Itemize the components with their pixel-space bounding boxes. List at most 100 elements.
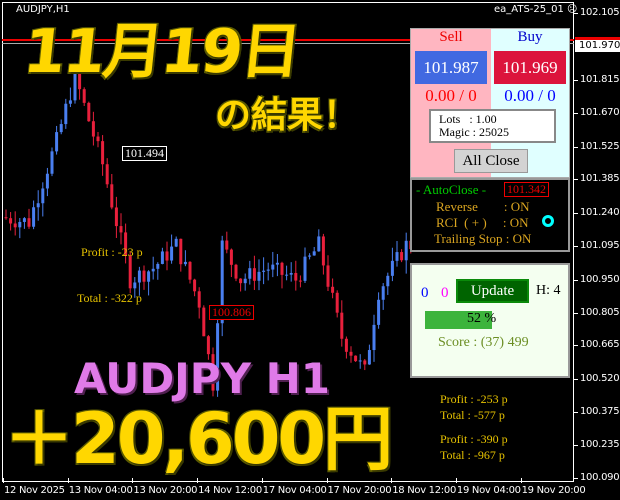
time-tick-label: 19 Nov 04:00 <box>456 485 521 496</box>
candle-body <box>285 274 289 276</box>
candle-body <box>248 268 252 279</box>
candle-body <box>225 240 229 250</box>
candle-body <box>358 360 362 362</box>
candle-body <box>27 218 31 227</box>
time-tick-label: 12 Nov 2025 <box>4 485 65 496</box>
time-tick-label: 13 Nov 20:00 <box>133 485 198 496</box>
candle-body <box>59 124 63 133</box>
candle-body <box>395 252 399 261</box>
candle-body <box>96 136 100 142</box>
candle-body <box>206 336 210 355</box>
buy-label: Buy <box>517 29 543 45</box>
buy-button[interactable]: 101.969 <box>494 51 566 84</box>
candle-body <box>160 251 164 264</box>
all-close-button[interactable]: All Close <box>454 149 528 173</box>
price-tick <box>574 412 578 414</box>
price-tick-label: 100.235 <box>580 438 620 450</box>
candle-body <box>36 203 40 208</box>
candle-body <box>50 151 54 174</box>
candle-body <box>9 218 13 224</box>
candle-body <box>303 256 307 281</box>
candle-body <box>170 246 174 261</box>
candle-body <box>372 324 376 351</box>
candle-body <box>124 232 128 256</box>
candle-body <box>87 102 91 122</box>
price-tick-label: 101.240 <box>580 206 620 218</box>
time-tick <box>326 478 328 483</box>
candle-body <box>174 238 178 247</box>
ea-name-text: ea_ATS-25_01 <box>494 4 564 15</box>
candle-body <box>326 265 330 287</box>
sell-button[interactable]: 101.987 <box>415 51 487 84</box>
price-tick <box>574 212 578 214</box>
candle-body <box>363 360 367 365</box>
time-tick <box>67 478 69 483</box>
ask-line <box>2 39 574 41</box>
price-tick <box>574 378 578 380</box>
trade-panel: Sell Buy 101.987 101.969 0.00 / 0 0.00 /… <box>410 28 570 178</box>
candle-body <box>298 280 302 282</box>
candle-body <box>197 291 201 308</box>
ea-name: ea_ATS-25_01 ☹ <box>494 4 577 15</box>
price-tick-label: 100.950 <box>580 273 620 285</box>
time-tick <box>455 478 457 483</box>
candle-body <box>73 69 77 101</box>
candle-body <box>377 299 381 325</box>
profit-label-3: Profit : -390 p <box>440 432 508 446</box>
time-tick-label: 14 Nov 12:00 <box>198 485 262 496</box>
price-tick <box>574 345 578 347</box>
candle-body <box>202 307 206 337</box>
candle-body <box>41 188 45 204</box>
candle-body <box>45 173 49 189</box>
candle-body <box>252 268 256 281</box>
update-button[interactable]: Update <box>456 279 529 303</box>
time-tick <box>197 478 199 483</box>
total-label-2: Total : -577 p <box>440 408 505 422</box>
pair-title: AUDJPY H1 <box>74 354 330 403</box>
candle-body <box>386 275 390 287</box>
cyan-circle-icon <box>542 215 554 227</box>
price-tick-label: 100.090 <box>580 472 620 483</box>
sad-face-icon: ☹ <box>567 4 578 15</box>
candle-body <box>133 282 137 289</box>
time-tick-label: 18 Nov 12:00 <box>392 485 457 496</box>
profit-label-1: Profit : -23 p <box>81 245 143 259</box>
candle-body <box>151 268 155 272</box>
sell-label: Sell <box>439 29 463 45</box>
candle-body <box>119 226 123 233</box>
total-label-1: Total : -322 p <box>77 291 142 305</box>
candle-body <box>220 240 224 324</box>
candle-body <box>354 355 358 362</box>
price-tick-label: 100.375 <box>580 406 620 418</box>
candle-body <box>294 272 298 281</box>
price-tick-label: 102.105 <box>580 7 620 18</box>
price-tick-label: 100.665 <box>580 339 620 351</box>
candle-body <box>239 278 243 284</box>
price-tick <box>574 313 578 314</box>
price-tick <box>574 279 578 281</box>
candle-body <box>193 279 197 292</box>
candle-body <box>271 264 275 270</box>
score-text: Score : (37) 499 <box>438 335 529 350</box>
count-blue: 0 <box>421 285 429 301</box>
candle-body <box>183 261 187 265</box>
magic-value: Magic : 25025 <box>439 125 509 139</box>
candle-body <box>317 236 321 252</box>
candle-body <box>266 269 270 271</box>
time-tick <box>520 478 522 483</box>
chart-area[interactable] <box>2 2 574 482</box>
price-tick <box>574 179 578 181</box>
candle-body <box>142 270 146 282</box>
profit-title: ＋20,600円 <box>4 398 393 480</box>
candle-body <box>289 272 293 275</box>
candle-body <box>340 312 344 339</box>
candle-body <box>243 278 247 284</box>
candle-body <box>18 221 22 228</box>
candle-body <box>4 217 8 219</box>
buy-pl: 0.00 / 0 <box>504 86 556 105</box>
price-tick <box>574 246 578 248</box>
time-tick <box>132 478 134 483</box>
price-tick-label: 100.805 <box>580 307 620 318</box>
price-label-2: 100.806 <box>209 305 254 320</box>
count-magenta: 0 <box>441 285 449 301</box>
